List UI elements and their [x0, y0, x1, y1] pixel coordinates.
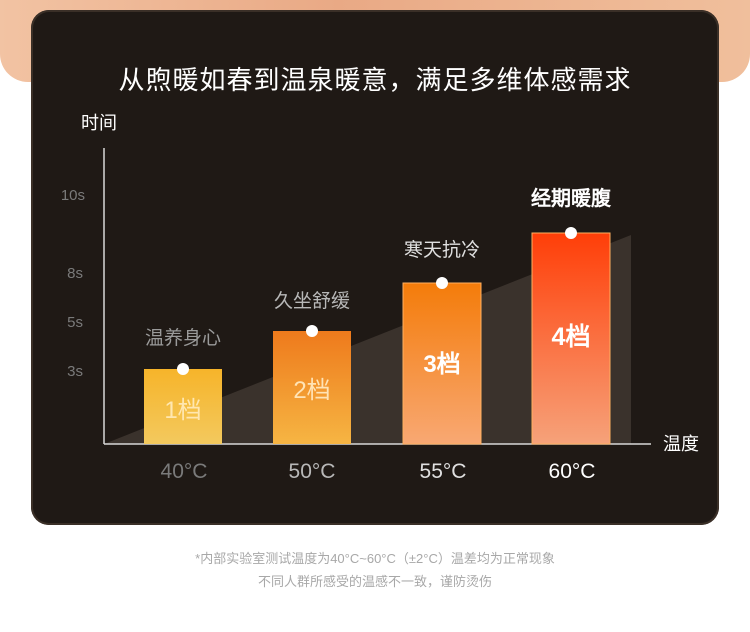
- bar-label-1: 1档: [164, 397, 201, 424]
- bar-50c: [273, 331, 351, 444]
- trend-wedge: [104, 235, 631, 444]
- x-tick-60c: 60°C: [549, 460, 596, 483]
- footnote-burn-warning: 不同人群所感受的温感不一致，谨防烫伤: [257, 574, 492, 589]
- x-tick-50c: 50°C: [289, 460, 336, 483]
- annotation-2: 久坐舒缓: [274, 290, 350, 312]
- bar-60c: [531, 232, 611, 445]
- annotation-1: 温养身心: [145, 327, 221, 349]
- bar-marker-3: [436, 277, 448, 289]
- bar-label-2: 2档: [293, 377, 330, 404]
- bar-label-3: 3档: [423, 351, 460, 378]
- y-tick-8s: 8s: [67, 265, 83, 282]
- x-tick-40c: 40°C: [161, 460, 208, 483]
- y-tick-5s: 5s: [67, 314, 83, 331]
- x-tick-55c: 55°C: [420, 460, 467, 483]
- y-tick-3s: 3s: [67, 363, 83, 380]
- bar-marker-2: [306, 325, 318, 337]
- bar-label-4: 4档: [552, 323, 591, 351]
- bar-marker-1: [177, 363, 189, 375]
- y-axis-label: 时间: [81, 113, 117, 133]
- chart-card: 从煦暖如春到温泉暖意，满足多维体感需求 时间 温度 10s 8s 5s 3s: [31, 10, 719, 525]
- bar-marker-4: [565, 227, 577, 239]
- x-axis-label: 温度: [663, 434, 699, 454]
- bar-55c: [402, 282, 482, 445]
- bar-40c: [144, 369, 222, 444]
- footnote-test-range: *内部实验室测试温度为40°C~60°C（±2°C）温差均为正常现象: [195, 551, 555, 566]
- annotation-3: 寒天抗冷: [404, 239, 480, 261]
- headline: 从煦暖如春到温泉暖意，满足多维体感需求: [118, 65, 632, 95]
- annotation-4: 经期暖腹: [531, 186, 612, 210]
- y-tick-10s: 10s: [61, 187, 85, 204]
- bar-chart: 时间 温度 10s 8s 5s 3s 1档 温养身心 40°C 2档 久坐舒缓 …: [61, 113, 699, 483]
